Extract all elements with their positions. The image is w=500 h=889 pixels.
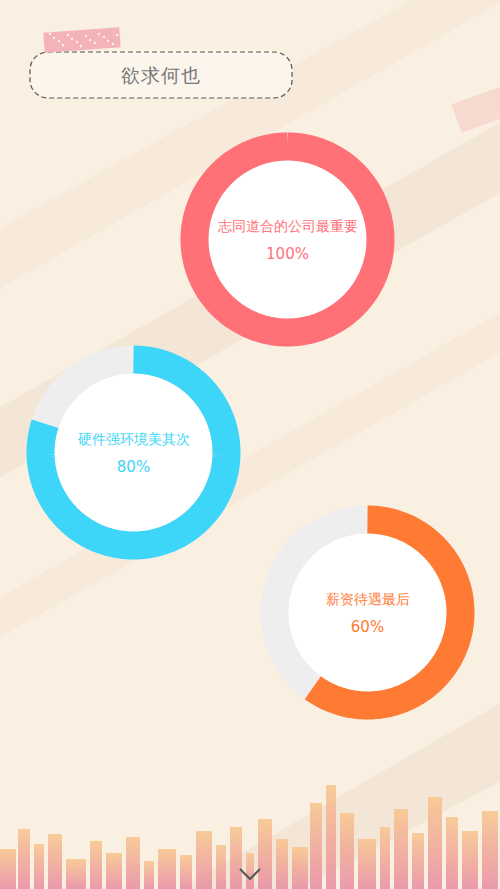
svg-text:薪资待遇最后: 薪资待遇最后 bbox=[326, 591, 410, 607]
svg-text:60%: 60% bbox=[351, 618, 384, 636]
svg-text:100%: 100% bbox=[266, 245, 309, 263]
html-text:欲求何也: 欲求何也 bbox=[121, 64, 201, 86]
svg-text:硬件强环境美其次: 硬件强环境美其次 bbox=[78, 431, 190, 447]
svg-text:80%: 80% bbox=[117, 458, 150, 476]
svg-text:志同道合的公司最重要: 志同道合的公司最重要 bbox=[218, 218, 358, 234]
